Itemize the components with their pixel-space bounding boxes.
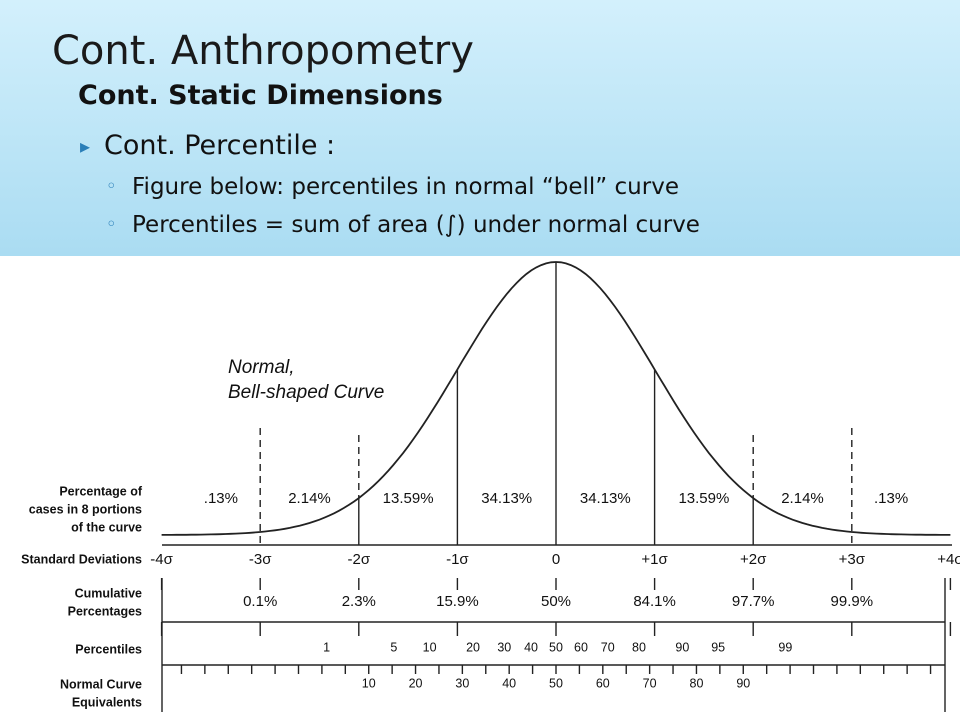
row-label: Percentages (68, 604, 142, 618)
portion-label: 13.59% (678, 490, 729, 507)
bullet-arrow: ▸ (80, 134, 91, 158)
percentile-label: 95 (711, 640, 725, 654)
portion-label: .13% (874, 490, 908, 507)
row-label: Equivalents (72, 695, 142, 709)
sub-bullet: Percentiles = sum of area (∫) under norm… (132, 212, 700, 238)
percentile-label: 90 (675, 640, 689, 654)
portion-label: 34.13% (481, 490, 532, 507)
nce-label: 70 (643, 676, 657, 690)
portion-label: 13.59% (383, 490, 434, 507)
cumulative-label: 84.1% (633, 593, 676, 610)
row-label: Standard Deviations (21, 552, 142, 566)
percentile-label: 10 (423, 640, 437, 654)
portion-label: 34.13% (580, 490, 631, 507)
sub-bullet: Figure below: percentiles in normal “bel… (132, 174, 679, 200)
header-band (0, 0, 960, 256)
cumulative-label: 50% (541, 593, 571, 610)
sd-label: +2σ (740, 551, 767, 568)
row-label: Percentiles (75, 642, 142, 656)
sd-label: -3σ (249, 551, 272, 568)
title: Cont. Anthropometry (52, 28, 474, 74)
row-label: Cumulative (75, 586, 142, 600)
percentile-label: 20 (466, 640, 480, 654)
percentile-label: 1 (323, 640, 330, 654)
percentile-label: 60 (574, 640, 588, 654)
percentile-label: 80 (632, 640, 646, 654)
sd-label: 0 (552, 551, 560, 568)
subtitle: Cont. Static Dimensions (78, 80, 443, 111)
curve-label: Bell-shaped Curve (228, 382, 384, 403)
sd-label: -1σ (446, 551, 469, 568)
cumulative-label: 2.3% (342, 593, 376, 610)
sub-bullet-mark: ◦ (106, 214, 117, 235)
nce-label: 50 (549, 676, 563, 690)
row-label: Percentage of (59, 484, 143, 498)
cumulative-label: 97.7% (732, 593, 775, 610)
nce-label: 40 (502, 676, 516, 690)
cumulative-label: 15.9% (436, 593, 479, 610)
sd-label: -2σ (347, 551, 370, 568)
nce-label: 10 (362, 676, 376, 690)
percentile-label: 99 (778, 640, 792, 654)
nce-label: 80 (690, 676, 704, 690)
row-label: Normal Curve (60, 677, 142, 691)
percentile-label: 40 (524, 640, 538, 654)
percentile-label: 50 (549, 640, 563, 654)
bullet: Cont. Percentile : (104, 130, 336, 161)
sd-label: +3σ (839, 551, 866, 568)
nce-label: 30 (455, 676, 469, 690)
portion-label: .13% (204, 490, 238, 507)
curve-label: Normal, (228, 357, 295, 378)
nce-label: 90 (736, 676, 750, 690)
sd-label: +4σ (937, 551, 960, 568)
percentile-label: 30 (497, 640, 511, 654)
nce-label: 60 (596, 676, 610, 690)
cumulative-label: 0.1% (243, 593, 277, 610)
sd-label: -4σ (150, 551, 173, 568)
nce-label: 20 (409, 676, 423, 690)
percentile-label: 5 (390, 640, 397, 654)
percentile-label: 70 (601, 640, 615, 654)
cumulative-label: 99.9% (831, 593, 874, 610)
row-label: of the curve (71, 520, 142, 534)
portion-label: 2.14% (781, 490, 824, 507)
sd-label: +1σ (641, 551, 668, 568)
sub-bullet-mark: ◦ (106, 176, 117, 197)
portion-label: 2.14% (288, 490, 331, 507)
row-label: cases in 8 portions (29, 502, 142, 516)
